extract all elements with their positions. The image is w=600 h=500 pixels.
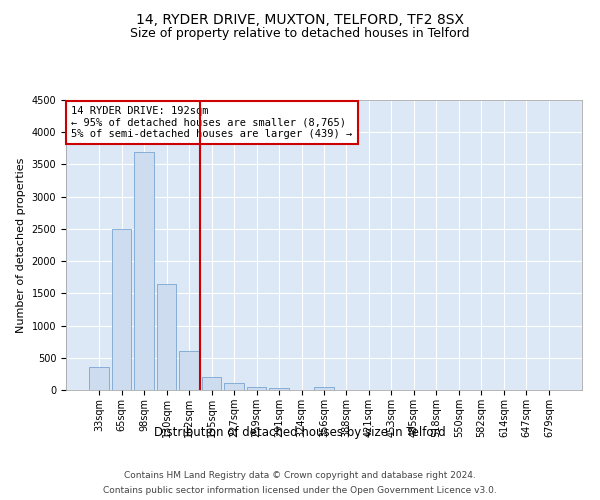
Y-axis label: Number of detached properties: Number of detached properties (16, 158, 26, 332)
Text: Contains public sector information licensed under the Open Government Licence v3: Contains public sector information licen… (103, 486, 497, 495)
Text: Contains HM Land Registry data © Crown copyright and database right 2024.: Contains HM Land Registry data © Crown c… (124, 471, 476, 480)
Text: Size of property relative to detached houses in Telford: Size of property relative to detached ho… (130, 28, 470, 40)
Bar (202, 377, 221, 390)
Bar (179, 352, 199, 390)
Bar (314, 387, 334, 390)
Bar (247, 387, 266, 390)
Bar (134, 152, 154, 390)
Bar (89, 368, 109, 390)
Text: 14, RYDER DRIVE, MUXTON, TELFORD, TF2 8SX: 14, RYDER DRIVE, MUXTON, TELFORD, TF2 8S… (136, 12, 464, 26)
Text: 14 RYDER DRIVE: 192sqm
← 95% of detached houses are smaller (8,765)
5% of semi-d: 14 RYDER DRIVE: 192sqm ← 95% of detached… (71, 106, 352, 139)
Bar (269, 388, 289, 390)
Text: Distribution of detached houses by size in Telford: Distribution of detached houses by size … (154, 426, 446, 439)
Bar (224, 383, 244, 390)
Bar (112, 229, 131, 390)
Bar (157, 284, 176, 390)
